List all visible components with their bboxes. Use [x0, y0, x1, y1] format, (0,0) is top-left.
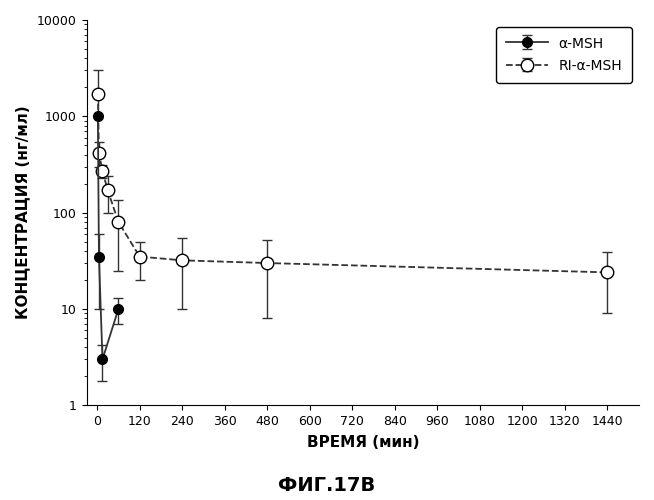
Text: ФИГ.17В: ФИГ.17В — [279, 476, 375, 495]
X-axis label: ВРЕМЯ (мин): ВРЕМЯ (мин) — [307, 435, 419, 450]
Legend: α-MSH, RI-α-MSH: α-MSH, RI-α-MSH — [496, 27, 632, 82]
Y-axis label: КОНЦЕНТРАЦИЯ (нг/мл): КОНЦЕНТРАЦИЯ (нг/мл) — [15, 106, 30, 320]
